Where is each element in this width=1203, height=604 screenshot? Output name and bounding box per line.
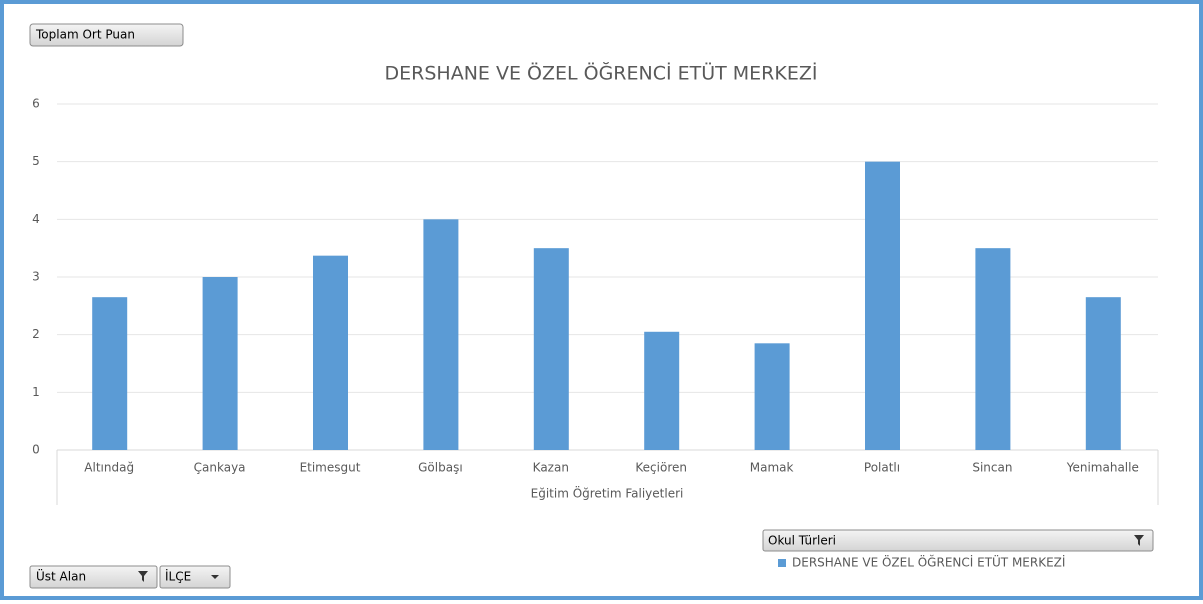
x-axis-title: Eğitim Öğretim Faliyetleri [531,485,684,501]
x-tick-label: Etimesgut [300,461,361,475]
bar [865,161,900,450]
bar [313,255,348,450]
x-tick-label: Altındağ [84,461,134,475]
x-tick-label: Gölbaşı [418,461,463,475]
button-bg [159,565,231,589]
filter-icon [1134,535,1144,546]
button-label: Toplam Ort Puan [35,28,135,42]
x-tick-label: Kazan [533,461,569,475]
legend-swatch [778,559,786,567]
legend-label: DERSHANE VE ÖZEL ÖĞRENCİ ETÜT MERKEZİ [792,554,1065,570]
bar [533,248,569,450]
button-label: İLÇE [165,569,191,584]
filter-icon [138,571,148,582]
filter-button[interactable]: İLÇE [159,565,231,589]
value-field-button[interactable]: Toplam Ort Puan [29,23,184,47]
y-tick-label: 4 [32,212,40,226]
y-tick-label: 1 [32,385,40,399]
x-tick-label: Mamak [750,461,794,475]
button-bg [762,529,1154,552]
legend-field-button[interactable]: Okul Türleri [762,529,1154,552]
x-tick-label: Çankaya [194,461,246,475]
y-tick-label: 2 [32,327,40,341]
x-tick-label: Keçiören [635,461,687,475]
button-label: Üst Alan [36,568,86,584]
y-tick-label: 3 [32,270,40,284]
bar [202,277,238,450]
bar [975,248,1011,450]
button-bg [29,23,184,47]
filter-button[interactable]: Üst Alan [29,565,158,589]
bar [423,219,459,450]
button-label: Okul Türleri [768,534,836,548]
button-bg [29,565,158,589]
y-tick-label: 0 [32,443,40,457]
bar [92,297,128,450]
chart-title: DERSHANE VE ÖZEL ÖĞRENCİ ETÜT MERKEZİ [385,61,818,85]
dropdown-icon [211,575,219,579]
bar [644,331,680,450]
bar [754,343,790,450]
bar [1085,297,1121,450]
x-tick-label: Yenimahalle [1066,461,1139,475]
y-tick-label: 6 [32,97,40,111]
x-tick-label: Polatlı [864,461,900,475]
x-tick-label: Sincan [972,461,1012,475]
y-tick-label: 5 [32,154,40,168]
